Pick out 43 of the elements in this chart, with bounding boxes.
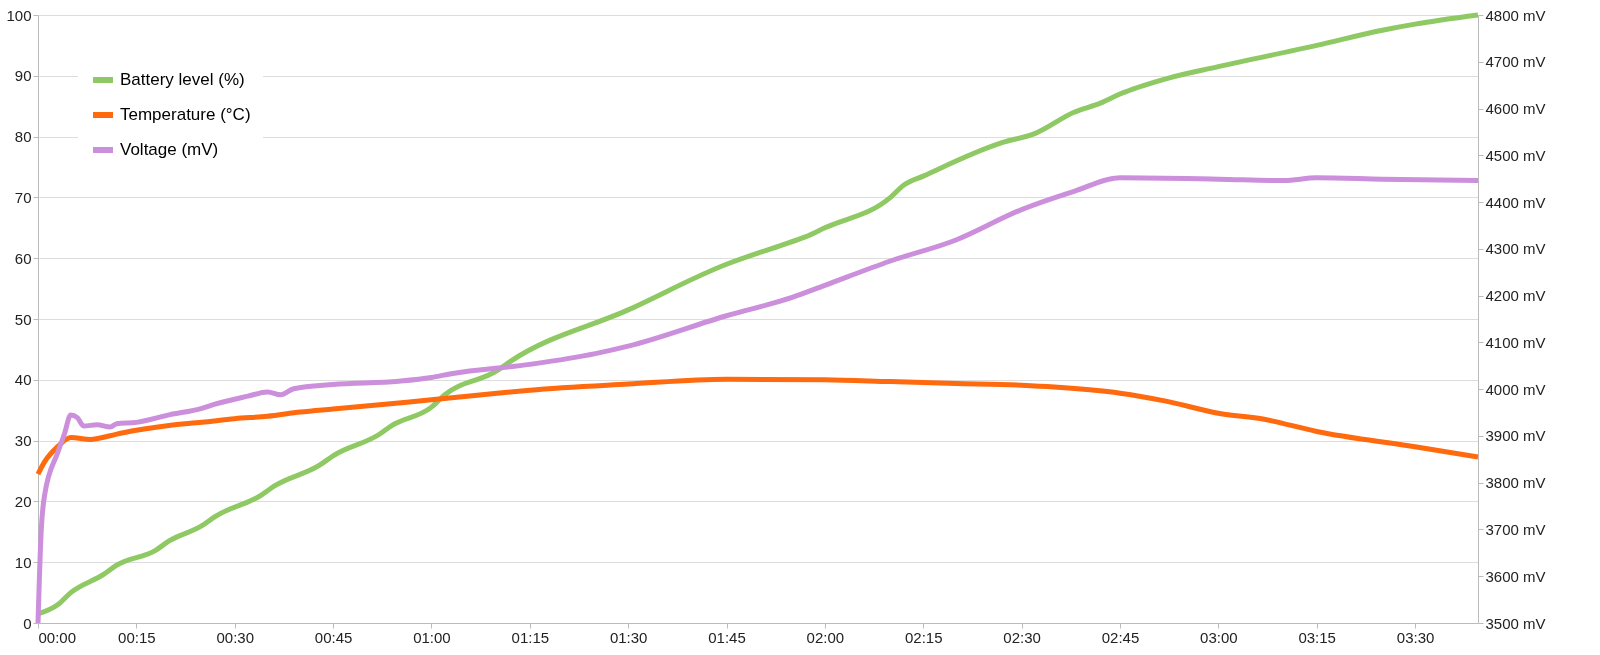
x-tick-label: 03:00 — [1200, 628, 1238, 646]
y-tick-label: 40 — [14, 371, 32, 389]
x-tick-label: 02:30 — [1003, 628, 1041, 646]
y2-tick-label: 4000 mV — [1485, 380, 1546, 398]
y-tick-label: 80 — [14, 128, 32, 146]
y2-tick-label: 4400 mV — [1485, 193, 1546, 211]
x-tick-label: 01:30 — [609, 628, 648, 646]
y-tick-label: 50 — [14, 310, 32, 328]
x-tick-label: 01:45 — [708, 628, 746, 646]
y2-tick-label: 4800 mV — [1485, 6, 1546, 24]
y-tick-label: 90 — [14, 67, 32, 85]
y-tick-label: 30 — [14, 432, 32, 450]
y2-tick-label: 3500 mV — [1485, 614, 1546, 632]
y-tick-label: 20 — [14, 492, 32, 510]
y2-tick-label: 4600 mV — [1485, 100, 1546, 118]
y2-tick-label: 4700 mV — [1485, 53, 1546, 71]
x-tick-label: 00:00 — [38, 628, 77, 646]
y2-tick-label: 3800 mV — [1485, 474, 1546, 492]
y2-tick-label: 4500 mV — [1485, 146, 1546, 164]
y-tick-label: 60 — [14, 249, 32, 267]
y2-tick-label: 3900 mV — [1485, 427, 1546, 445]
x-tick-label: 02:00 — [806, 628, 845, 646]
x-tick-label: 02:45 — [1101, 628, 1140, 646]
legend-label: Temperature (°C) — [120, 105, 251, 124]
y2-tick-label: 4300 mV — [1485, 240, 1546, 258]
x-tick-label: 00:15 — [118, 628, 156, 646]
x-tick-label: 03:30 — [1396, 628, 1435, 646]
y2-tick-label: 3600 mV — [1485, 567, 1546, 585]
y-tick-label: 0 — [23, 614, 32, 632]
y-tick-label: 70 — [14, 188, 32, 206]
x-tick-label: 02:15 — [904, 628, 943, 646]
legend-label: Battery level (%) — [120, 70, 245, 89]
y-tick-label: 10 — [14, 553, 32, 571]
legend-label: Voltage (mV) — [120, 140, 219, 159]
x-tick-label: 00:45 — [314, 628, 353, 646]
y2-tick-label: 4100 mV — [1485, 333, 1546, 351]
y2-tick-label: 3700 mV — [1485, 520, 1546, 538]
y2-tick-label: 4200 mV — [1485, 287, 1546, 305]
x-tick-label: 00:30 — [216, 628, 254, 646]
x-tick-label: 03:15 — [1298, 628, 1336, 646]
x-tick-label: 01:15 — [511, 628, 550, 646]
x-tick-label: 01:00 — [413, 628, 451, 646]
y-tick-label: 100 — [6, 6, 32, 24]
